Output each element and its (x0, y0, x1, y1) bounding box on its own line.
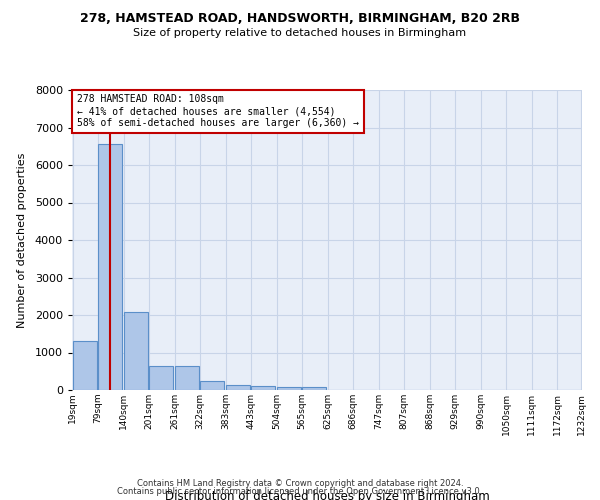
Bar (251, 386, 275, 390)
Bar (302, 388, 326, 390)
Bar (175, 366, 199, 390)
Bar (149, 366, 173, 390)
Text: Contains HM Land Registry data © Crown copyright and database right 2024.: Contains HM Land Registry data © Crown c… (137, 478, 463, 488)
Text: 278 HAMSTEAD ROAD: 108sqm
← 41% of detached houses are smaller (4,554)
58% of se: 278 HAMSTEAD ROAD: 108sqm ← 41% of detac… (77, 94, 359, 128)
Text: Size of property relative to detached houses in Birmingham: Size of property relative to detached ho… (133, 28, 467, 38)
Text: 278, HAMSTEAD ROAD, HANDSWORTH, BIRMINGHAM, B20 2RB: 278, HAMSTEAD ROAD, HANDSWORTH, BIRMINGH… (80, 12, 520, 26)
Text: Contains public sector information licensed under the Open Government Licence v3: Contains public sector information licen… (118, 487, 482, 496)
Bar (98, 144, 122, 390)
Bar (73, 341, 97, 390)
Y-axis label: Number of detached properties: Number of detached properties (17, 152, 26, 328)
Bar (277, 388, 301, 390)
X-axis label: Distribution of detached houses by size in Birmingham: Distribution of detached houses by size … (164, 490, 490, 500)
Bar (124, 312, 148, 390)
Bar (200, 380, 224, 390)
Bar (226, 385, 250, 390)
